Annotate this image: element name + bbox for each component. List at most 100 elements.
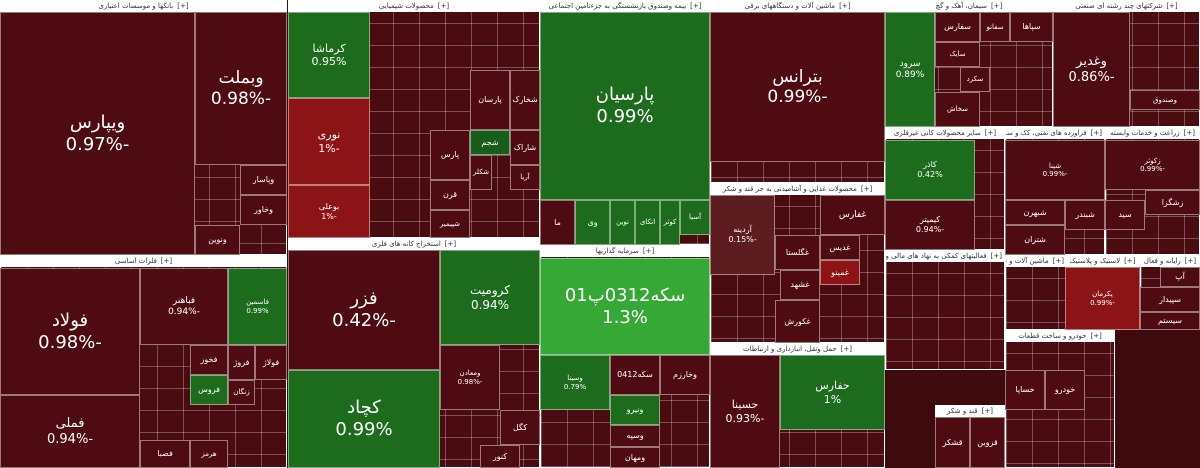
- tile[interactable]: کرومیت 0.94%: [440, 250, 540, 345]
- tile[interactable]: فخوز: [190, 345, 228, 375]
- tile[interactable]: قرن: [430, 180, 470, 210]
- expand-button[interactable]: [+]: [642, 247, 655, 255]
- tile[interactable]: فروژ: [228, 345, 255, 380]
- tile[interactable]: فاسمین 0.99%: [228, 268, 287, 345]
- tile[interactable]: شخارک: [510, 70, 540, 130]
- tile[interactable]: غکورش: [775, 300, 820, 343]
- tile[interactable]: شبهرن: [1005, 200, 1065, 225]
- expand-button[interactable]: [+]: [1090, 129, 1102, 137]
- tile[interactable]: ونوین: [195, 225, 240, 255]
- tile[interactable]: ومهان: [610, 447, 660, 468]
- tile[interactable]: زکوثر -0.99%: [1105, 140, 1200, 190]
- tile[interactable]: بترانس -0.99%: [710, 12, 885, 162]
- sector-header[interactable]: [+]بیمه وصندوق بازنشستگی به جزءتامین اجت…: [541, 1, 709, 12]
- tile[interactable]: فصبا: [140, 440, 190, 468]
- sector-header[interactable]: [+]فعالیتهای کمکی به نهاد های مالی واسط: [886, 251, 1004, 262]
- tile[interactable]: فملی -0.94%: [0, 395, 140, 468]
- sector-header[interactable]: [+]سایر محصولات کانی غیرفلزی: [886, 128, 1004, 139]
- tile[interactable]: شجم: [470, 130, 510, 155]
- tile[interactable]: سپیدار: [1140, 287, 1200, 312]
- expand-button[interactable]: [+]: [1124, 257, 1136, 265]
- sector-header[interactable]: [+]خودرو و ساخت قطعات: [1006, 331, 1114, 342]
- sector-header[interactable]: [+]محصولات غذایی و آشامیدنی به جز قند و …: [711, 184, 884, 195]
- sector-header[interactable]: [+]فراورده های نفتی، کک و سو: [1006, 128, 1104, 139]
- sector-header[interactable]: [+]ماشین آلات و تجهیزات: [1006, 256, 1066, 267]
- tile[interactable]: فزر -0.42%: [288, 250, 440, 370]
- sector-header[interactable]: [+]استخراج کانه های فلزی: [289, 239, 539, 250]
- expand-button[interactable]: [+]: [690, 2, 702, 10]
- tile[interactable]: سکه0412: [610, 355, 660, 395]
- tile[interactable]: شتران: [1005, 225, 1065, 255]
- tile[interactable]: کیمیتر -0.94%: [885, 200, 975, 250]
- tile[interactable]: سکرد: [960, 67, 990, 92]
- tile[interactable]: غدیس: [820, 235, 860, 260]
- sector-header[interactable]: [+]ماشین آلات و دستگاههای برقی: [711, 1, 884, 12]
- sector-header[interactable]: [+]لاستیک و پلاستیک: [1066, 256, 1139, 267]
- tile[interactable]: فولاد -0.98%: [0, 268, 140, 395]
- expand-button[interactable]: [+]: [840, 345, 852, 353]
- tile[interactable]: وبملت -0.98%: [195, 12, 287, 165]
- tile[interactable]: قزوین: [970, 417, 1005, 468]
- tile[interactable]: وخاور: [240, 195, 287, 225]
- tile[interactable]: اتکای: [635, 200, 660, 245]
- tile[interactable]: پکرمان -0.99%: [1065, 267, 1140, 330]
- tile[interactable]: کگل: [500, 410, 540, 445]
- tile[interactable]: پارسیان 0.99%: [540, 12, 710, 200]
- tile[interactable]: کرماشا 0.95%: [288, 12, 370, 98]
- sector-header[interactable]: [+]محصولات شیمیایی: [289, 1, 539, 12]
- tile[interactable]: سفانو: [980, 12, 1010, 42]
- tile[interactable]: آردینه -0.15%: [710, 195, 775, 275]
- tile[interactable]: سيد: [1105, 200, 1145, 230]
- tile[interactable]: ما: [540, 200, 575, 245]
- tile[interactable]: بوعلی -1%: [288, 185, 370, 238]
- tile[interactable]: نوین: [610, 200, 635, 245]
- tile[interactable]: فولاژ: [255, 345, 287, 380]
- tile[interactable]: غفارس: [820, 195, 885, 235]
- expand-button[interactable]: [+]: [839, 2, 851, 10]
- tile[interactable]: پارسان: [470, 70, 510, 130]
- expand-button[interactable]: [+]: [981, 407, 993, 415]
- sector-header[interactable]: [+]رایانه و فعال: [1141, 256, 1199, 267]
- expand-button[interactable]: [+]: [1166, 2, 1178, 10]
- tile[interactable]: سخاش: [935, 92, 980, 127]
- tile[interactable]: غگلستا: [775, 235, 820, 270]
- expand-button[interactable]: [+]: [1090, 332, 1102, 340]
- tile[interactable]: ویپارس -0.97%: [0, 12, 195, 255]
- tile[interactable]: وغدیر -0.86%: [1053, 12, 1130, 127]
- tile[interactable]: ونیرو: [610, 395, 660, 425]
- sector-header[interactable]: [+]سرمایه گذاریها: [541, 246, 709, 257]
- expand-button[interactable]: [+]: [860, 185, 873, 193]
- tile[interactable]: وصندوق: [1130, 90, 1200, 110]
- tile[interactable]: زشگزا: [1145, 190, 1200, 215]
- expand-button[interactable]: [+]: [1052, 257, 1064, 265]
- expand-button[interactable]: [+]: [984, 129, 997, 137]
- expand-button[interactable]: [+]: [991, 2, 1003, 10]
- tile[interactable]: غشهد: [780, 270, 820, 300]
- tile[interactable]: حسینا -0.93%: [710, 355, 780, 468]
- tile[interactable]: هرمز: [190, 440, 228, 468]
- sector-header[interactable]: [+]شرکتهای چند رشته ای صنعتی: [1054, 1, 1199, 12]
- tile[interactable]: سایک: [935, 42, 980, 67]
- sector-header[interactable]: [+]فلزات اساسی: [1, 256, 286, 267]
- tile[interactable]: سرود 0.89%: [885, 12, 935, 127]
- tile[interactable]: شپیمیر: [430, 210, 470, 238]
- tile[interactable]: حفارس 1%: [780, 355, 885, 430]
- tile[interactable]: شپنا -0.99%: [1005, 140, 1105, 200]
- expand-button[interactable]: [+]: [1183, 129, 1195, 137]
- tile[interactable]: کنور: [480, 445, 520, 468]
- tile[interactable]: وی: [575, 200, 610, 245]
- tile[interactable]: نوری -1%: [288, 98, 370, 185]
- tile[interactable]: کوثر: [660, 200, 680, 245]
- tile[interactable]: وپاسار: [240, 165, 287, 195]
- sector-header[interactable]: [+]سیمان، آهک و گچ: [886, 1, 1052, 12]
- tile[interactable]: ومعادن -0.98%: [440, 345, 500, 410]
- tile[interactable]: فروس: [190, 375, 228, 405]
- tile[interactable]: قشکر: [935, 417, 970, 468]
- tile[interactable]: غمینو: [820, 260, 860, 285]
- tile[interactable]: شکلر: [470, 155, 492, 190]
- expand-button[interactable]: [+]: [990, 252, 1002, 260]
- tile[interactable]: سپاها: [1010, 12, 1053, 42]
- tile[interactable]: آریا: [510, 165, 540, 190]
- tile[interactable]: کاذر 0.42%: [885, 140, 975, 200]
- sector-header[interactable]: [+]حمل ونقل، انبارداری و ارتباطات: [711, 344, 884, 355]
